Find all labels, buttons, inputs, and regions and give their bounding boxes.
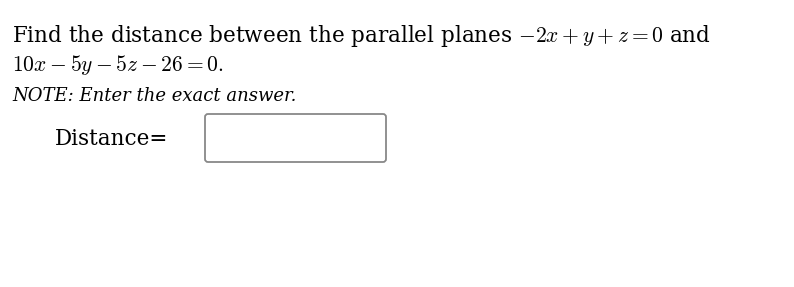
Text: NOTE: Enter the exact answer.: NOTE: Enter the exact answer. [12, 87, 296, 105]
FancyBboxPatch shape [205, 114, 386, 162]
Text: Distance=: Distance= [55, 128, 168, 150]
Text: Find the distance between the parallel planes $-2x + y + z = 0$ and: Find the distance between the parallel p… [12, 23, 711, 49]
Text: $10x - 5y - 5z - 26 = 0.$: $10x - 5y - 5z - 26 = 0.$ [12, 53, 223, 77]
